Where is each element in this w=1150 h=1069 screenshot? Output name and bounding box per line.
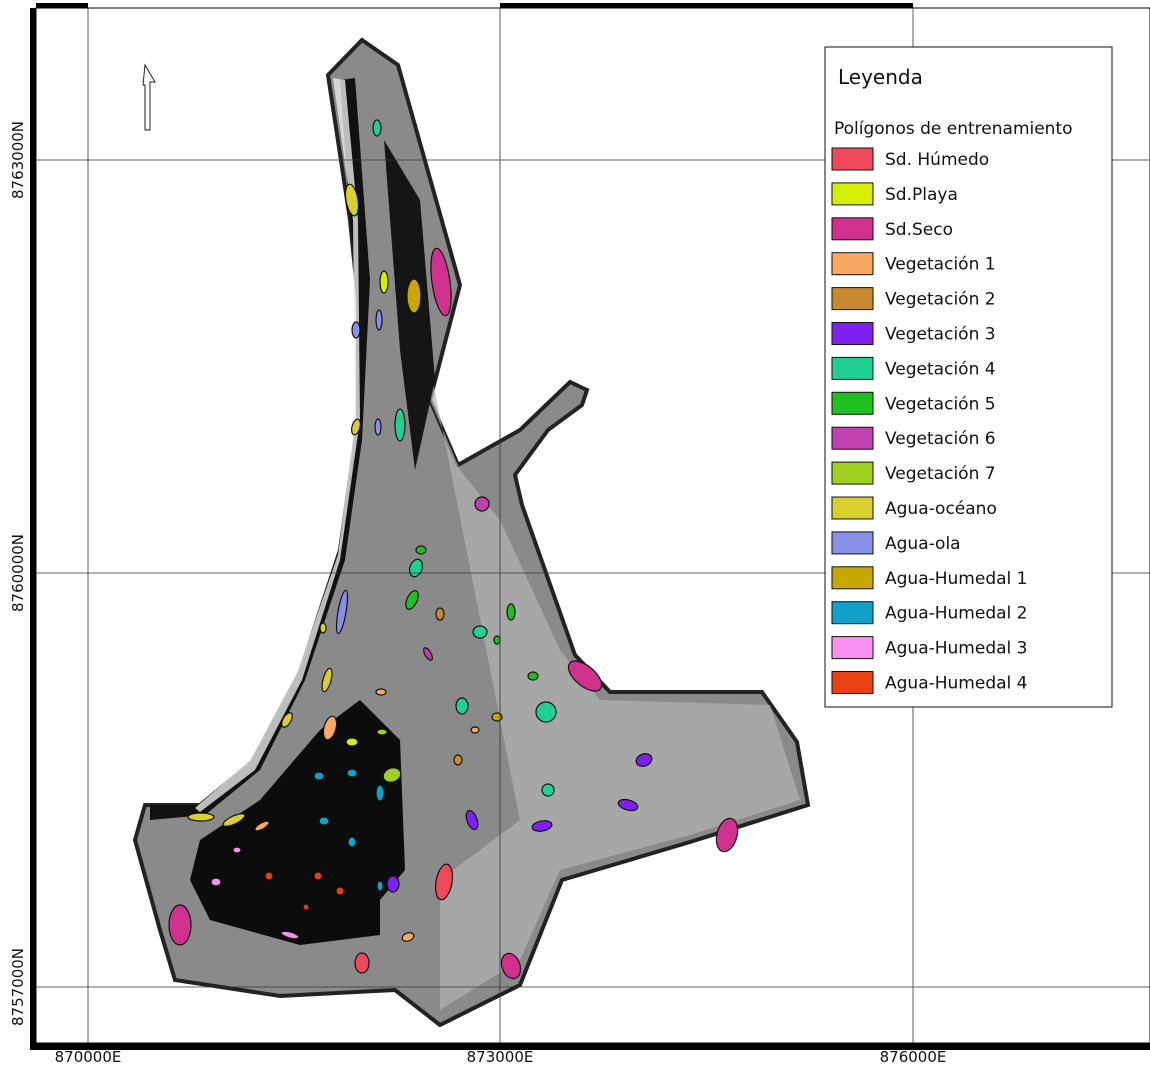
legend-label: Agua-Humedal 1 bbox=[885, 569, 1027, 589]
legend-label: Vegetación 4 bbox=[885, 359, 996, 379]
x-coord-label: 870000E bbox=[55, 1048, 122, 1066]
training-polygon bbox=[233, 847, 241, 853]
legend-swatch bbox=[832, 532, 873, 554]
frame-bar bbox=[30, 1043, 1150, 1050]
training-polygon bbox=[376, 785, 384, 801]
legend-label: Vegetación 1 bbox=[885, 255, 996, 275]
legend-label: Vegetación 2 bbox=[885, 290, 996, 310]
frame-bar bbox=[30, 8, 36, 1050]
legend-swatch bbox=[832, 253, 873, 275]
legend-label: Vegetación 6 bbox=[885, 429, 996, 449]
training-polygon bbox=[492, 713, 502, 721]
legend-label: Agua-Humedal 3 bbox=[885, 639, 1027, 659]
training-polygon bbox=[303, 904, 309, 910]
training-polygon bbox=[456, 698, 468, 714]
training-polygon bbox=[375, 419, 381, 435]
y-coord-label: 8763000N bbox=[9, 121, 27, 199]
training-polygon bbox=[346, 738, 358, 746]
training-polygon bbox=[475, 497, 489, 511]
training-polygon bbox=[471, 727, 479, 733]
legend: Leyenda Polígonos de entrenamiento Sd. H… bbox=[825, 47, 1112, 707]
training-polygon bbox=[542, 784, 554, 796]
training-polygon bbox=[348, 837, 356, 847]
training-polygon bbox=[373, 120, 381, 136]
legend-subtitle: Polígonos de entrenamiento bbox=[834, 119, 1073, 139]
training-polygon bbox=[265, 872, 273, 880]
legend-swatch bbox=[832, 497, 873, 519]
legend-label: Sd.Playa bbox=[885, 185, 958, 205]
y-coord-label: 8760000N bbox=[9, 534, 27, 612]
legend-swatch bbox=[832, 148, 873, 170]
training-polygon bbox=[188, 813, 214, 821]
training-polygon bbox=[473, 626, 487, 638]
legend-label: Agua-océano bbox=[885, 499, 997, 519]
training-polygon bbox=[494, 636, 500, 644]
legend-swatch bbox=[832, 427, 873, 449]
training-polygon bbox=[319, 817, 329, 825]
legend-swatch bbox=[832, 288, 873, 310]
y-coord-label: 8757000N bbox=[9, 948, 27, 1026]
legend-swatch bbox=[832, 357, 873, 379]
legend-label: Vegetación 5 bbox=[885, 394, 996, 414]
training-polygon bbox=[416, 546, 426, 554]
legend-label: Vegetación 3 bbox=[885, 325, 996, 345]
training-polygon bbox=[314, 772, 324, 780]
legend-swatch bbox=[832, 183, 873, 205]
legend-swatch bbox=[832, 672, 873, 694]
training-polygon bbox=[211, 878, 221, 886]
x-coord-label: 873000E bbox=[467, 1048, 534, 1066]
training-polygon bbox=[314, 872, 322, 880]
frame-bar bbox=[500, 3, 913, 8]
legend-label: Agua-ola bbox=[885, 534, 961, 554]
training-polygon bbox=[377, 729, 387, 735]
legend-label: Sd.Seco bbox=[885, 220, 953, 240]
legend-swatch bbox=[832, 323, 873, 345]
legend-label: Agua-Humedal 2 bbox=[885, 604, 1027, 624]
legend-label: Agua-Humedal 4 bbox=[885, 674, 1027, 694]
x-coord-label: 876000E bbox=[880, 1048, 947, 1066]
legend-title: Leyenda bbox=[838, 65, 923, 89]
legend-label: Sd. Húmedo bbox=[885, 150, 989, 170]
training-polygon bbox=[507, 604, 515, 620]
training-polygon bbox=[352, 322, 360, 338]
training-polygon bbox=[454, 755, 462, 765]
training-polygon bbox=[336, 887, 344, 895]
training-polygon bbox=[380, 271, 388, 293]
training-polygon bbox=[320, 623, 326, 633]
training-polygon bbox=[347, 769, 357, 777]
legend-swatch bbox=[832, 218, 873, 240]
training-polygon bbox=[387, 876, 399, 892]
training-polygon bbox=[395, 409, 405, 441]
training-polygon bbox=[407, 279, 421, 313]
legend-swatch bbox=[832, 567, 873, 589]
training-polygon bbox=[376, 689, 386, 695]
training-polygon bbox=[536, 702, 556, 722]
map: 870000E 873000E 876000E 8757000N 8760000… bbox=[0, 0, 1150, 1069]
training-polygon bbox=[355, 953, 369, 973]
legend-swatch bbox=[832, 637, 873, 659]
training-polygon bbox=[528, 672, 538, 680]
legend-swatch bbox=[832, 602, 873, 624]
legend-label: Vegetación 7 bbox=[885, 464, 996, 484]
frame-bar bbox=[36, 3, 88, 8]
training-polygon bbox=[436, 608, 444, 620]
legend-swatch bbox=[832, 462, 873, 484]
legend-swatch bbox=[832, 392, 873, 414]
training-polygon bbox=[376, 310, 382, 330]
training-polygon bbox=[377, 881, 383, 891]
training-polygon bbox=[169, 905, 191, 945]
